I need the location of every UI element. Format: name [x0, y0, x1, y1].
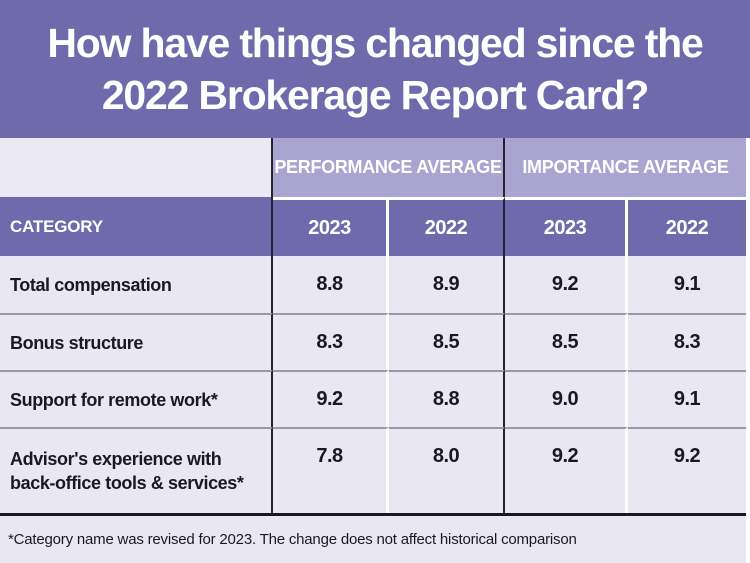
row-category-advisor-experience: Advisor's experience with back-office to…: [0, 427, 273, 513]
page-title-line-1: How have things changed since the: [47, 20, 703, 66]
row-category-bonus-structure: Bonus structure: [0, 313, 273, 370]
table-cell: 8.3: [273, 313, 389, 370]
title-banner: How have things changed since the 2022 B…: [0, 0, 750, 138]
group-header-importance: IMPORTANCE AVERAGE: [505, 138, 746, 197]
row-category-support-remote-work: Support for remote work*: [0, 370, 273, 427]
table-cell: 7.8: [273, 427, 389, 513]
footnote-text: *Category name was revised for 2023. The…: [8, 531, 577, 548]
column-header-performance-2022: 2022: [389, 197, 505, 256]
table-cell: 9.2: [273, 370, 389, 427]
table-cell: 8.8: [273, 256, 389, 313]
table-cell: 9.1: [628, 256, 746, 313]
table-cell: 9.0: [505, 370, 628, 427]
table-cell: 9.1: [628, 370, 746, 427]
column-header-category: CATEGORY: [0, 197, 273, 256]
table-cell: 9.2: [628, 427, 746, 513]
table-cell: 8.9: [389, 256, 505, 313]
table-bottom-rule: [0, 513, 746, 516]
page-title-line-2: 2022 Brokerage Report Card?: [101, 72, 650, 118]
group-header-performance: PERFORMANCE AVERAGE: [273, 138, 505, 197]
column-header-importance-2023: 2023: [505, 197, 628, 256]
column-header-performance-2023: 2023: [273, 197, 389, 256]
table-cell: 9.2: [505, 427, 628, 513]
footnote-bar: *Category name was revised for 2023. The…: [0, 516, 746, 563]
report-card-table: PERFORMANCE AVERAGE IMPORTANCE AVERAGE C…: [0, 138, 746, 513]
column-header-importance-2022: 2022: [628, 197, 746, 256]
table-cell: 8.0: [389, 427, 505, 513]
row-category-total-compensation: Total compensation: [0, 256, 273, 313]
table-cell: 8.5: [505, 313, 628, 370]
empty-corner-cell: [0, 138, 273, 197]
table-cell: 8.3: [628, 313, 746, 370]
table-cell: 8.5: [389, 313, 505, 370]
table-cell: 8.8: [389, 370, 505, 427]
table-cell: 9.2: [505, 256, 628, 313]
